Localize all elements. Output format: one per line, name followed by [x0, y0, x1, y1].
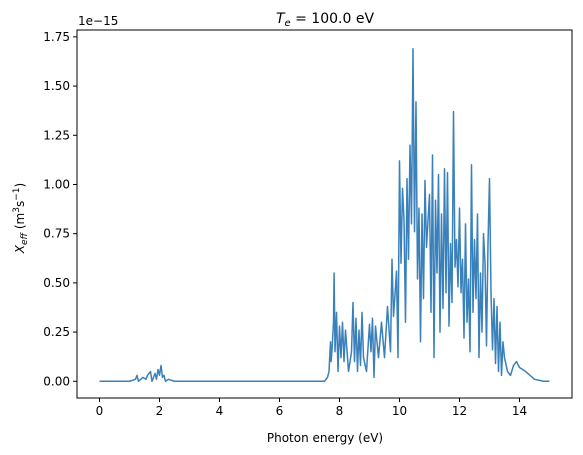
y-tick-label: 1.25: [43, 128, 70, 142]
y-axis-ticks: 0.00 0.25 0.50 0.75 1.00 1.25 1.50 1.75: [43, 30, 77, 388]
y-tick-label: 1.75: [43, 30, 70, 44]
y-tick-label: 0.50: [43, 276, 70, 290]
y-tick-label: 1.00: [43, 177, 70, 191]
x-axis-ticks: 0 2 4 6 8 10 12 14: [96, 398, 527, 418]
plot-area: [99, 47, 550, 383]
x-tick-label: 4: [216, 404, 224, 418]
x-tick-label: 12: [452, 404, 467, 418]
y-tick-label: 1.50: [43, 79, 70, 93]
x-tick-label: 2: [156, 404, 164, 418]
offset-text: 1e−15: [78, 14, 118, 28]
x-tick-label: 14: [512, 404, 527, 418]
axes-frame: [76, 29, 573, 399]
chart-title: Te = 100.0 eV: [276, 11, 374, 29]
x-tick-label: 10: [392, 404, 407, 418]
x-axis-label: Photon energy (eV): [267, 431, 383, 445]
y-axis-label: Xeff (m3s−1): [12, 183, 30, 254]
x-tick-label: 0: [96, 404, 104, 418]
y-tick-label: 0.00: [43, 374, 70, 388]
x-tick-label: 6: [276, 404, 284, 418]
series-line-0: [99, 47, 550, 383]
y-tick-label: 0.25: [43, 325, 70, 339]
y-tick-label: 0.75: [43, 227, 70, 241]
x-tick-label: 8: [336, 404, 344, 418]
